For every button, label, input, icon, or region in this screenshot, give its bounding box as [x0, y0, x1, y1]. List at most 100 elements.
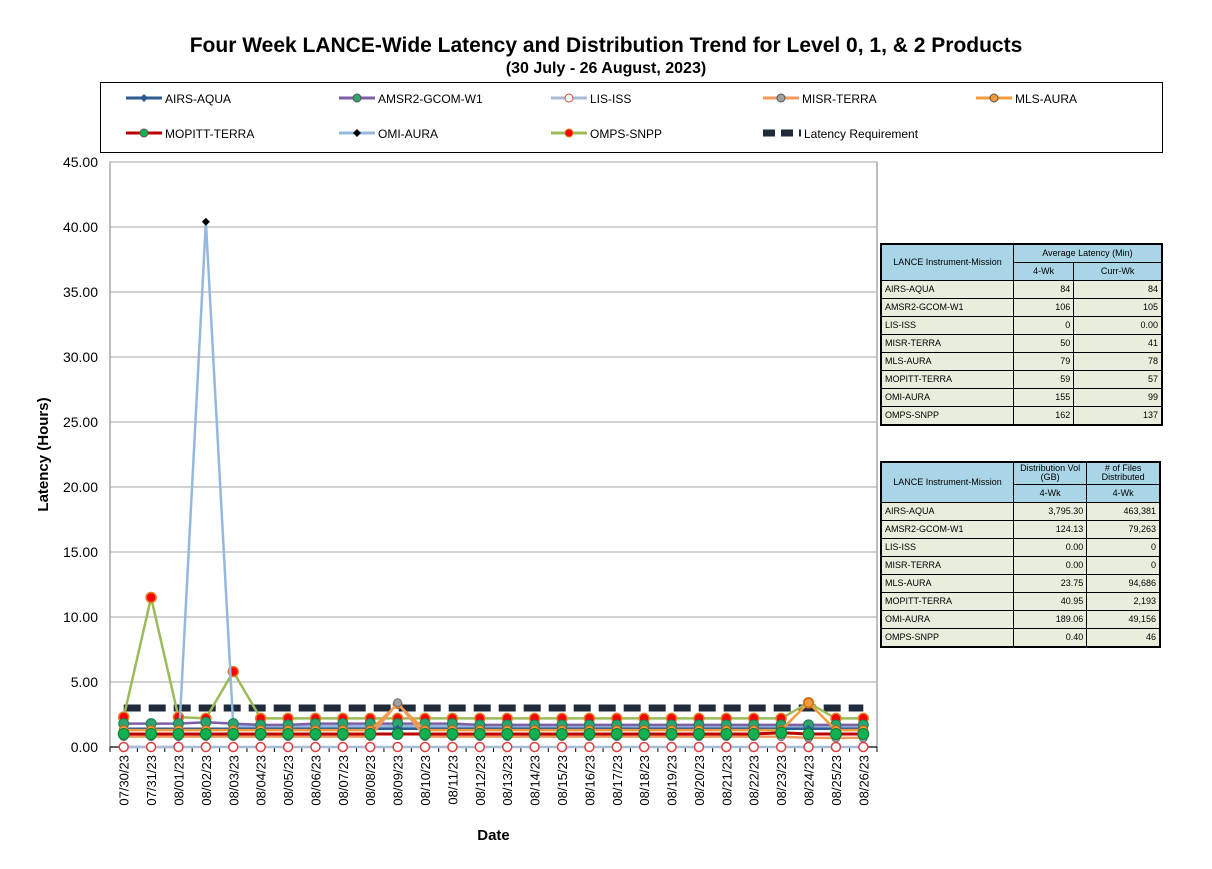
table-row: AIRS-AQUA 3,795.30 463,381: [880, 501, 1161, 521]
table1-cell-name: MISR-TERRA: [880, 334, 1014, 353]
y-tick-label: 20.00: [63, 479, 98, 495]
legend-label: AMSR2-GCOM-W1: [378, 92, 483, 106]
legend-label: OMI-AURA: [378, 127, 438, 141]
table2-sub-4wk-files: 4-Wk: [1086, 483, 1161, 503]
legend-item-omi-aura: OMI-AURA: [339, 127, 438, 141]
table1-cell-curr: 41: [1073, 334, 1163, 353]
x-tick-label: 08/08/23: [363, 755, 378, 806]
plot-area: [109, 161, 878, 748]
y-tick-label: 5.00: [71, 674, 98, 690]
x-tick-label: 08/04/23: [254, 755, 269, 806]
x-tick-label: 08/03/23: [226, 755, 241, 806]
mopitt-terra-point: [309, 728, 322, 740]
lis-iss-point: [118, 741, 129, 753]
table1-sub-4wk: 4-Wk: [1012, 262, 1075, 281]
mopitt-terra-point: [692, 728, 705, 740]
lis-iss-point: [638, 741, 650, 753]
table2-cell-volume: 0.40: [1012, 627, 1088, 648]
distribution-table: LANCE Instrument-Mission Distribution Vo…: [880, 461, 1161, 648]
table1-cell-curr: 137: [1073, 406, 1163, 426]
x-tick-label: 08/23/23: [774, 755, 789, 806]
legend-swatch: [339, 92, 378, 106]
table1-cell-curr: 99: [1073, 388, 1163, 407]
table-row: AMSR2-GCOM-W1 124.13 79,263: [880, 519, 1161, 539]
table1-cell-4wk: 59: [1012, 370, 1075, 389]
average-latency-table: LANCE Instrument-Mission Average Latency…: [880, 243, 1163, 426]
table-row: MLS-AURA 23.75 94,686: [880, 573, 1161, 593]
chart-title: Four Week LANCE-Wide Latency and Distrib…: [189, 34, 1023, 57]
mopitt-terra-point: [473, 728, 486, 740]
table1-cell-curr: 0.00: [1073, 316, 1163, 335]
mopitt-terra-point: [638, 728, 651, 740]
lis-iss-point: [501, 741, 513, 753]
table2-cell-volume: 124.13: [1012, 519, 1088, 539]
legend-item-omps-snpp: OMPS-SNPP: [551, 127, 662, 141]
chart-legend: AIRS-AQUA AMSR2-GCOM-W1 LIS-ISS MISR-TERRA M…: [100, 82, 1163, 153]
x-tick-label: 08/10/23: [418, 755, 433, 806]
table-row: MOPITT-TERRA 40.95 2,193: [880, 591, 1161, 611]
mopitt-terra-point: [282, 728, 295, 740]
mopitt-terra-point: [172, 728, 185, 740]
legend-item-airs-aqua: AIRS-AQUA: [126, 92, 231, 106]
x-tick-label: 08/16/23: [582, 755, 597, 806]
table2-cell-files: 0: [1086, 555, 1161, 575]
table1-cell-name: OMI-AURA: [880, 388, 1014, 407]
x-tick-label: 08/26/23: [856, 755, 871, 806]
table2-cell-name: AMSR2-GCOM-W1: [880, 519, 1014, 539]
lis-iss-point: [830, 741, 842, 753]
table-row: MOPITT-TERRA 59 57: [880, 370, 1163, 389]
lis-iss-point: [310, 741, 321, 753]
table1-cell-4wk: 50: [1012, 334, 1075, 353]
table-row: OMI-AURA 189.06 49,156: [880, 609, 1161, 629]
lis-iss-point: [200, 741, 212, 753]
amsr2-gcom-w1-line: [123, 721, 864, 727]
legend-label: Latency Requirement: [804, 127, 919, 141]
legend-swatch: [339, 127, 378, 141]
x-tick-label: 08/12/23: [473, 755, 488, 806]
table1-sub-currwk: Curr-Wk: [1073, 262, 1163, 281]
omi-aura-line: [123, 220, 864, 749]
legend-swatch: [551, 92, 590, 106]
legend-swatch: [763, 127, 804, 141]
table1-cell-name: LIS-ISS: [880, 316, 1014, 335]
mopitt-terra-point: [665, 728, 678, 740]
table1-cell-4wk: 162: [1012, 406, 1075, 426]
table2-cell-files: 463,381: [1086, 501, 1161, 521]
table1-header-latency: Average Latency (Min): [1013, 243, 1163, 263]
lis-iss-point: [364, 741, 376, 753]
table2-cell-volume: 0.00: [1012, 537, 1088, 557]
legend-swatch: [126, 127, 165, 141]
table2-cell-files: 94,686: [1086, 573, 1161, 593]
x-tick-label: 08/14/23: [528, 755, 543, 806]
legend-label: MLS-AURA: [1015, 92, 1078, 106]
legend-item-misr-terra: MISR-TERRA: [763, 92, 877, 106]
table-row: OMI-AURA 155 99: [880, 388, 1163, 407]
lis-iss-point: [447, 741, 458, 753]
x-tick-label: 08/24/23: [802, 755, 817, 806]
misr-terra-point: [393, 698, 403, 708]
table2-cell-files: 49,156: [1086, 609, 1161, 629]
mopitt-terra-point: [254, 728, 267, 740]
x-tick-label: 07/31/23: [144, 755, 159, 806]
lis-iss-point: [611, 741, 623, 753]
y-tick-label: 40.00: [63, 219, 98, 235]
mopitt-terra-point: [747, 728, 760, 740]
table1-header-instrument: LANCE Instrument-Mission: [880, 243, 1014, 281]
mopitt-terra-point: [364, 728, 377, 740]
lis-iss-point: [255, 741, 266, 753]
legend-label: MOPITT-TERRA: [165, 127, 255, 141]
mopitt-terra-point: [610, 728, 623, 740]
mopitt-terra-point: [501, 728, 514, 740]
lis-iss-point: [721, 741, 732, 753]
mopitt-terra-point: [857, 728, 870, 740]
y-axis-label: Latency (Hours): [35, 397, 52, 511]
table-row: LIS-ISS 0 0.00: [880, 316, 1163, 335]
table2-cell-volume: 3,795.30: [1012, 501, 1088, 521]
table1-cell-curr: 84: [1073, 280, 1163, 299]
table2-cell-volume: 189.06: [1012, 609, 1088, 629]
table2-cell-files: 0: [1086, 537, 1161, 557]
y-tick-label: 15.00: [63, 544, 98, 560]
table-row: AIRS-AQUA 84 84: [880, 280, 1163, 299]
lis-iss-point: [748, 741, 759, 753]
